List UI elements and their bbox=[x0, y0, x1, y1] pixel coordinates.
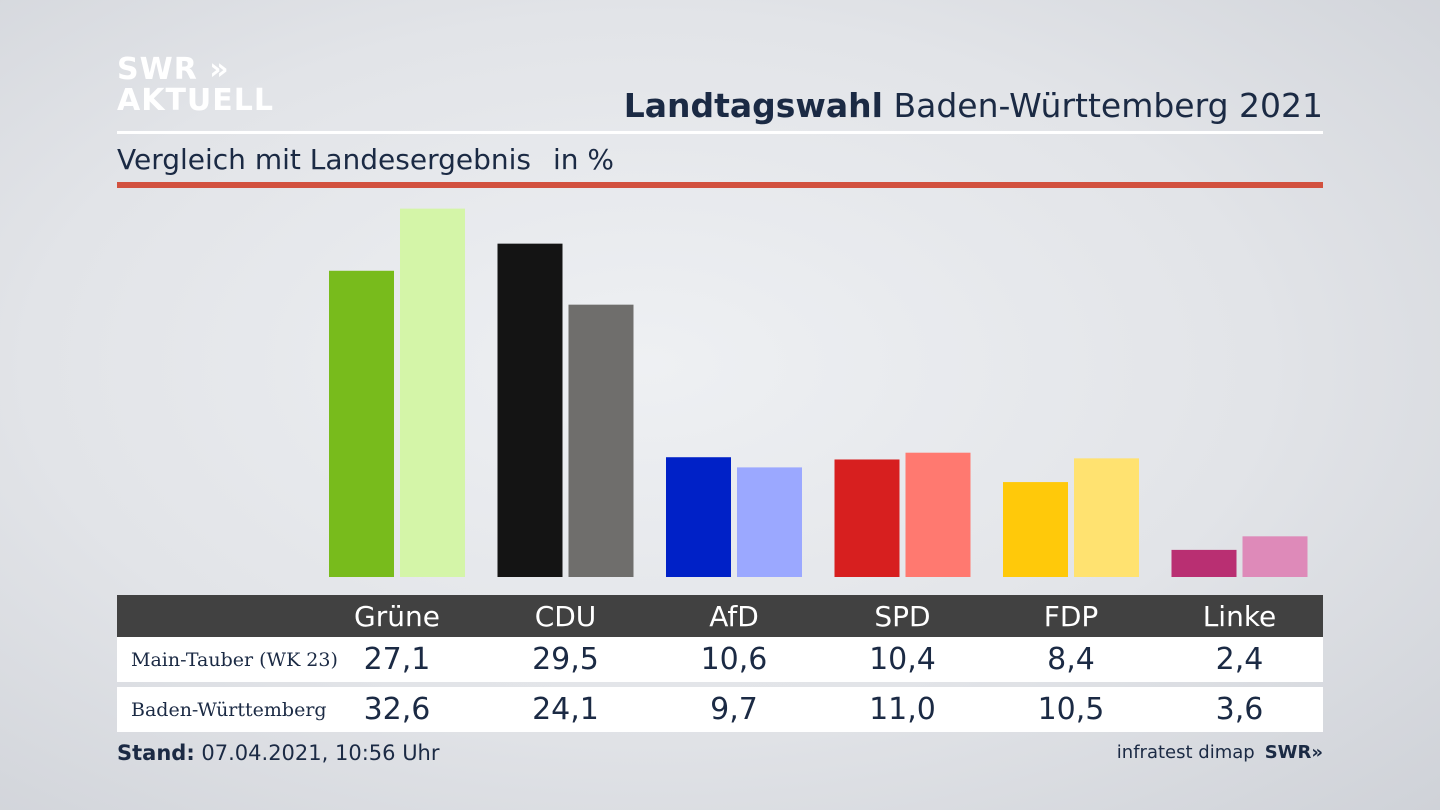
source-credit: infratest dimap SWR» bbox=[1117, 742, 1323, 763]
stand-label: Stand: bbox=[117, 741, 195, 765]
bar-spd-wahlkreis bbox=[834, 459, 900, 577]
party-label: AfD bbox=[709, 599, 759, 633]
bar-afd-land bbox=[737, 467, 802, 577]
bar-grüne-wahlkreis bbox=[329, 270, 394, 577]
bar-grüne-land bbox=[400, 208, 465, 577]
title-rest: Baden-Württemberg 2021 bbox=[893, 86, 1323, 125]
value-label: 9,7 bbox=[710, 692, 758, 727]
row-label: Baden-Württemberg bbox=[131, 698, 327, 721]
bar-cdu-wahlkreis bbox=[497, 243, 563, 577]
table-row: Main-Tauber (WK 23) 27,1 29,5 10,6 10,4 8,4 2… bbox=[117, 637, 1323, 682]
row-label: Main-Tauber (WK 23) bbox=[131, 648, 338, 671]
party-label: FDP bbox=[1043, 599, 1099, 633]
subtitle-text: Vergleich mit Landesergebnis bbox=[117, 143, 531, 176]
value-label: 10,6 bbox=[700, 642, 768, 677]
title-bold: Landtagswahl bbox=[623, 86, 883, 125]
table-header-row: Grüne CDU AfD SPD FDP Linke bbox=[117, 595, 1323, 637]
bar-fdp-wahlkreis bbox=[1003, 482, 1068, 577]
party-label: SPD bbox=[874, 599, 931, 633]
value-label: 2,4 bbox=[1215, 642, 1264, 677]
accent-divider bbox=[117, 182, 1323, 188]
value-label: 10,5 bbox=[1037, 692, 1105, 727]
bar-linke-land bbox=[1242, 536, 1308, 577]
bar-linke-wahlkreis bbox=[1171, 549, 1237, 577]
chart-title: Landtagswahl Baden-Württemberg 2021 bbox=[624, 86, 1323, 125]
value-label: 10,4 bbox=[869, 642, 936, 677]
value-label: 8,4 bbox=[1047, 642, 1095, 677]
swr-aktuell-logo: SWR » AKTUELL bbox=[117, 54, 274, 116]
value-label: 3,6 bbox=[1215, 692, 1264, 727]
party-label: CDU bbox=[534, 599, 597, 633]
value-label: 27,1 bbox=[363, 642, 431, 677]
source-text: infratest dimap bbox=[1116, 742, 1255, 763]
value-label: 32,6 bbox=[363, 692, 431, 727]
logo-line-2: AKTUELL bbox=[117, 83, 275, 118]
bar-afd-wahlkreis bbox=[666, 457, 731, 577]
stand-value: 07.04.2021, 10:56 Uhr bbox=[201, 741, 440, 765]
chart-subtitle: Vergleich mit Landesergebnis in % bbox=[117, 143, 614, 176]
timestamp: Stand: 07.04.2021, 10:56 Uhr bbox=[117, 741, 440, 765]
table-row: Baden-Württemberg 32,6 24,1 9,7 11,0 10,5 3,6 bbox=[117, 687, 1323, 732]
bar-cdu-land bbox=[568, 304, 634, 577]
results-table: Grüne CDU AfD SPD FDP Linke Main-Tauber (WK 2… bbox=[117, 595, 1323, 732]
title-divider bbox=[117, 131, 1323, 134]
party-label: Grüne bbox=[354, 599, 440, 633]
value-label: 24,1 bbox=[532, 692, 599, 727]
value-label: 29,5 bbox=[532, 642, 599, 677]
subtitle-unit: in % bbox=[552, 143, 615, 176]
value-label: 11,0 bbox=[869, 692, 936, 727]
party-label: Linke bbox=[1202, 599, 1277, 633]
bar-spd-land bbox=[905, 452, 971, 577]
swr-brand-mark: SWR» bbox=[1264, 742, 1323, 763]
bar-fdp-land bbox=[1074, 458, 1139, 577]
logo-line-1: SWR » bbox=[117, 52, 230, 87]
